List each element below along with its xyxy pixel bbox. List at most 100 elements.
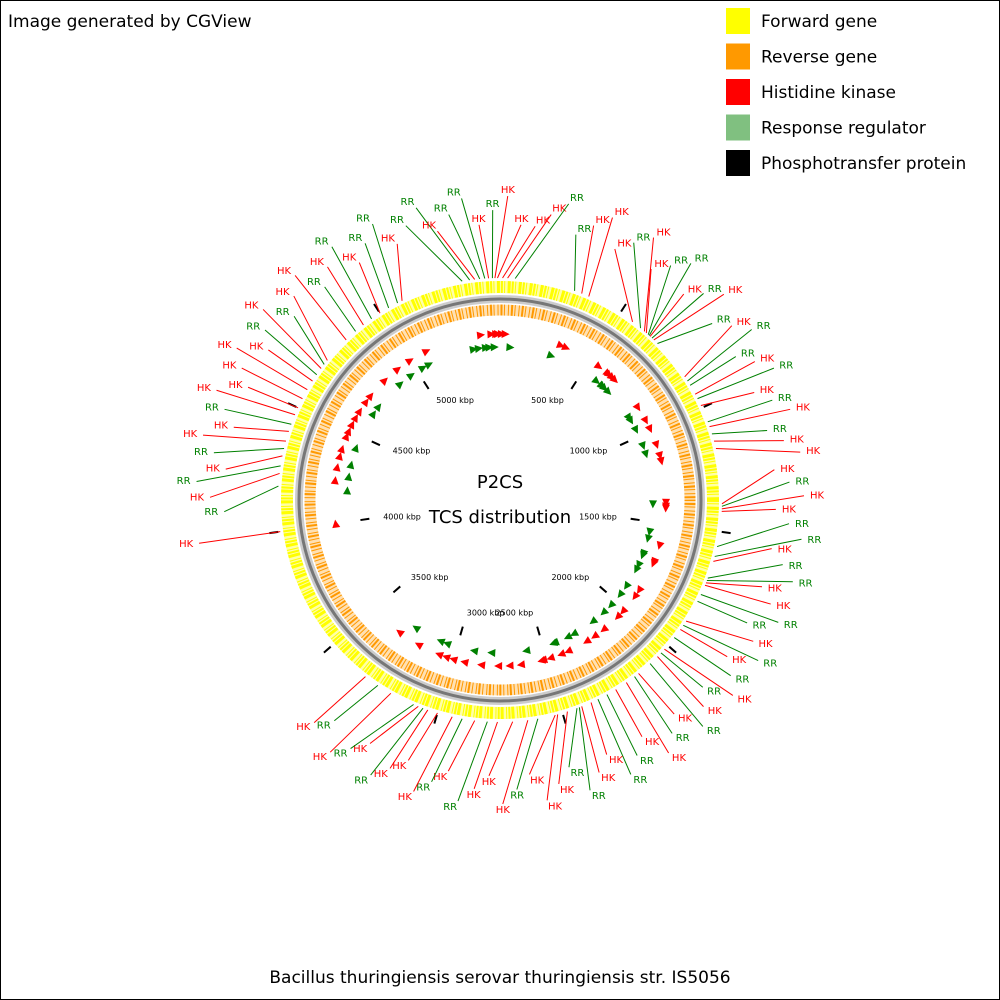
feature-label: HK (678, 714, 693, 725)
feature-arrow (487, 330, 496, 339)
tick-mark (392, 585, 401, 594)
feature-label: RR (315, 237, 329, 248)
tick-mark (536, 626, 541, 636)
feature-label: HK (296, 722, 311, 733)
feature-label: HK (392, 761, 407, 772)
feature-label: HK (501, 185, 516, 196)
feature-arrow (522, 646, 531, 655)
feature-arrow (412, 625, 422, 634)
feature-arrow (609, 374, 618, 384)
feature-leader (372, 223, 398, 304)
feature-arrow (351, 444, 359, 453)
feature-leader (657, 656, 704, 707)
feature-arrow (392, 366, 402, 375)
feature-leader (262, 309, 322, 369)
feature-leader (225, 455, 283, 470)
feature-label: RR (577, 224, 591, 235)
feature-leader (706, 580, 793, 583)
feature-arrow (343, 486, 352, 495)
feature-leader (558, 711, 568, 785)
feature-arrow (632, 591, 641, 601)
feature-leader (647, 265, 672, 335)
tick-mark-outer (433, 714, 438, 724)
feature-leader (546, 714, 559, 801)
feature-label: HK (552, 204, 567, 215)
feature-arrow (354, 407, 362, 417)
feature-arrow (332, 463, 341, 472)
feature-arrow (591, 630, 601, 639)
feature-leader (568, 708, 578, 768)
feature-arrow (600, 607, 610, 616)
feature-label: HK (183, 429, 198, 440)
feature-label: HK (760, 354, 775, 365)
feature-leader (461, 198, 486, 279)
feature-leader (648, 263, 692, 336)
feature-label: HK (732, 655, 747, 666)
feature-arrow (589, 616, 599, 625)
feature-label: HK (206, 463, 221, 474)
feature-arrow (414, 642, 424, 650)
feature-label: RR (757, 321, 771, 332)
feature-label: RR (317, 721, 331, 732)
feature-label: RR (334, 749, 348, 760)
legend-label: Forward gene (761, 12, 877, 32)
feature-leader (502, 720, 529, 805)
feature-arrow (644, 423, 653, 433)
feature-label: HK (615, 207, 630, 218)
feature-leader (643, 237, 654, 332)
feature-leader (236, 347, 308, 391)
feature-leader (268, 349, 313, 382)
reverse-ring (304, 304, 696, 696)
feature-leader (413, 716, 453, 792)
tick-mark (371, 440, 381, 447)
feature-label: HK (217, 340, 232, 351)
feature-label: HK (353, 744, 368, 755)
tick-mark (570, 380, 578, 390)
feature-arrow (632, 402, 641, 412)
feature-leader (415, 207, 471, 281)
feature-arrow (485, 343, 494, 352)
feature-label: HK (778, 545, 793, 556)
feature-arrow (474, 345, 484, 353)
feature-arrow (330, 476, 339, 485)
feature-label: HK (737, 694, 752, 705)
feature-arrow (405, 372, 415, 381)
tick-mark-outer (721, 530, 731, 535)
feature-leader (697, 600, 748, 624)
feature-leader (660, 652, 704, 688)
center-title: P2CS (477, 472, 523, 493)
feature-leader (657, 323, 713, 344)
feature-leader (645, 268, 652, 334)
feature-label: RR (205, 402, 219, 413)
feature-leader (202, 434, 286, 442)
feature-leader (497, 224, 522, 279)
feature-label: HK (496, 805, 511, 816)
center-subtitle: TCS distribution (428, 507, 571, 528)
feature-arrow (649, 500, 658, 509)
feature-leader (694, 361, 756, 395)
feature-label: HK (645, 737, 660, 748)
feature-arrow (557, 649, 567, 657)
feature-label: HK (737, 317, 752, 328)
feature-leader (216, 389, 296, 416)
feature-leader (687, 329, 752, 382)
tick-mark (630, 517, 640, 522)
feature-label: HK (790, 434, 805, 445)
feature-leader (615, 689, 643, 737)
feature-leader (711, 430, 768, 435)
feature-leader (431, 718, 463, 783)
feature-label: HK (810, 491, 825, 502)
tick-mark-outer (620, 303, 627, 313)
tick-mark (422, 380, 430, 390)
tick-label: 5000 kbp (436, 396, 474, 405)
feature-leader (313, 676, 366, 724)
feature-arrow (608, 599, 617, 609)
feature-leader (224, 485, 279, 513)
feature-leader (333, 684, 379, 722)
feature-arrow (506, 343, 515, 352)
feature-arrow (651, 558, 659, 568)
feature-leader (705, 582, 763, 588)
feature-arrow (651, 440, 660, 449)
feature-label: RR (779, 361, 793, 372)
feature-label: HK (530, 775, 545, 786)
